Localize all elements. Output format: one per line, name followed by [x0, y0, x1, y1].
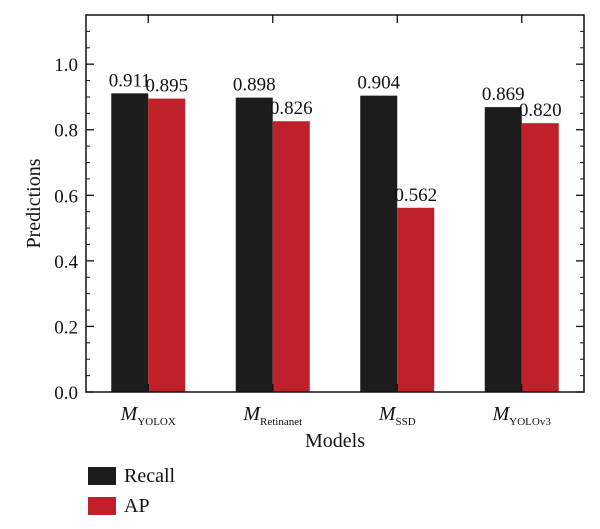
- x-tick-label-retinanet: MRetinanet: [242, 403, 302, 428]
- x-tick-label-yolox: MYOLOX: [120, 403, 176, 428]
- ticks-layer: 0.0 0.2 0.4 0.6 0.8 1.0: [54, 15, 584, 404]
- bar-recall-yolox: [111, 93, 149, 392]
- x-axis-label: Models: [305, 430, 365, 452]
- bar-ap-ssd: [397, 207, 435, 392]
- x-tick-label-ssd: MSSD: [378, 403, 416, 428]
- y-tick-label: 0.8: [54, 121, 78, 142]
- legend-label-ap: AP: [124, 495, 150, 517]
- y-tick-label: 0.0: [54, 383, 78, 404]
- bar-ap-yolox: [148, 98, 186, 393]
- bar-recall-ssd: [360, 95, 398, 393]
- data-label-recall-yolox: 0.911: [109, 70, 151, 91]
- bar-ap-yolov3: [521, 123, 559, 392]
- y-tick-label: 0.4: [54, 252, 78, 273]
- legend-label-recall: Recall: [124, 465, 176, 487]
- y-tick-label: 0.6: [54, 186, 78, 207]
- legend-swatch-recall: [88, 467, 116, 485]
- x-category-labels: MYOLOX MRetinanet MSSD MYOLOv3: [120, 403, 552, 428]
- plot-frame: [85, 14, 585, 393]
- data-label-recall-yolov3: 0.869: [482, 84, 525, 105]
- data-label-ap-yolox: 0.895: [145, 76, 188, 97]
- bar-ap-retinanet: [272, 121, 310, 393]
- legend-swatch-ap: [88, 497, 116, 515]
- bars-layer: [111, 93, 559, 393]
- y-tick-label: 0.2: [54, 317, 78, 338]
- legend: Recall AP: [88, 465, 176, 517]
- y-axis-label: Predictions: [23, 158, 45, 248]
- data-label-recall-ssd: 0.904: [357, 73, 400, 94]
- data-label-ap-yolov3: 0.820: [519, 100, 562, 121]
- data-label-ap-retinanet: 0.826: [270, 98, 313, 119]
- bar-recall-retinanet: [235, 97, 273, 392]
- x-tick-label-yolov3: MYOLOv3: [492, 403, 552, 428]
- data-label-recall-retinanet: 0.898: [233, 75, 276, 96]
- bar-recall-yolov3: [484, 107, 522, 392]
- data-label-ap-ssd: 0.562: [394, 185, 437, 206]
- y-tick-label: 1.0: [54, 55, 78, 76]
